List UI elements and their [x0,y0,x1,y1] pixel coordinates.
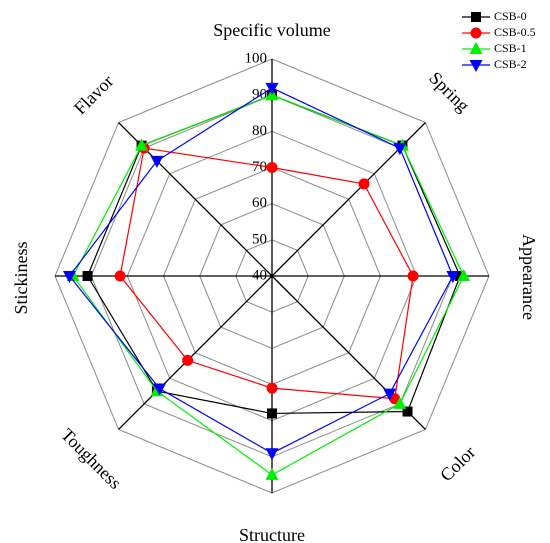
legend-marker-csb-2 [469,60,483,72]
point-csb-1-structure [265,467,279,480]
axis-title-structure: Structure [239,525,305,543]
point-csb-0-5-appearance [407,270,419,282]
axis-title-toughness: Toughness [57,424,125,492]
axis-title-color: Color [436,442,479,485]
point-csb-2-flavor [150,155,164,168]
point-csb-0-structure [267,408,277,419]
point-csb-1-appearance [457,269,471,281]
axis-title-stickiness: Stickiness [11,241,31,314]
tick-label-50: 50 [252,231,267,247]
legend-label: CSB-0 [494,9,527,23]
axis-spoke-toughness [118,275,273,430]
legend-marker-csb-0 [471,12,481,22]
tick-label-60: 60 [252,195,267,211]
axis-title-appearance: Appearance [519,234,539,320]
point-csb-0-stickiness [82,271,93,281]
point-csb-1-color [393,396,407,409]
legend-marker-csb-1 [469,42,483,54]
point-csb-0-5-spring [358,178,370,190]
tick-label-40: 40 [252,267,267,283]
axis-title-spring: Spring [425,68,473,116]
axis-title-specific-volume: Specific volume [213,20,330,40]
point-csb-0-5-toughness [182,354,194,366]
point-csb-0-5-specific-volume [266,162,278,173]
legend-label: CSB-2 [494,57,527,71]
point-csb-2-color [383,388,397,401]
point-csb-0-5-structure [266,382,278,394]
series-layer [62,82,471,480]
series-csb-2 [62,82,460,461]
legend-label: CSB-0.5 [494,25,536,39]
point-csb-2-spring [393,143,407,156]
point-csb-2-stickiness [62,271,76,283]
legend-label: CSB-1 [494,41,527,55]
tick-label-80: 80 [252,123,267,139]
legend-item-csb-0: CSB-0 [462,9,527,23]
point-csb-2-specific-volume [265,82,279,95]
point-csb-2-structure [265,448,279,461]
tick-label-70: 70 [252,159,267,175]
point-csb-2-appearance [446,271,460,283]
legend-item-csb-0-5: CSB-0.5 [462,25,536,39]
legend: CSB-0 CSB-0.5 CSB-1 CSB-2 [462,9,536,72]
series-csb-0-5 [114,142,419,405]
tick-label-100: 100 [245,50,268,66]
point-csb-0-5-stickiness [114,270,126,282]
point-csb-0-color [402,406,413,417]
legend-marker-csb-0-5 [470,27,482,39]
point-csb-1-flavor [135,138,149,151]
point-csb-2-toughness [152,383,166,396]
legend-item-csb-2: CSB-2 [462,57,527,72]
legend-item-csb-1: CSB-1 [462,41,527,55]
axis-title-flavor: Flavor [70,71,117,118]
